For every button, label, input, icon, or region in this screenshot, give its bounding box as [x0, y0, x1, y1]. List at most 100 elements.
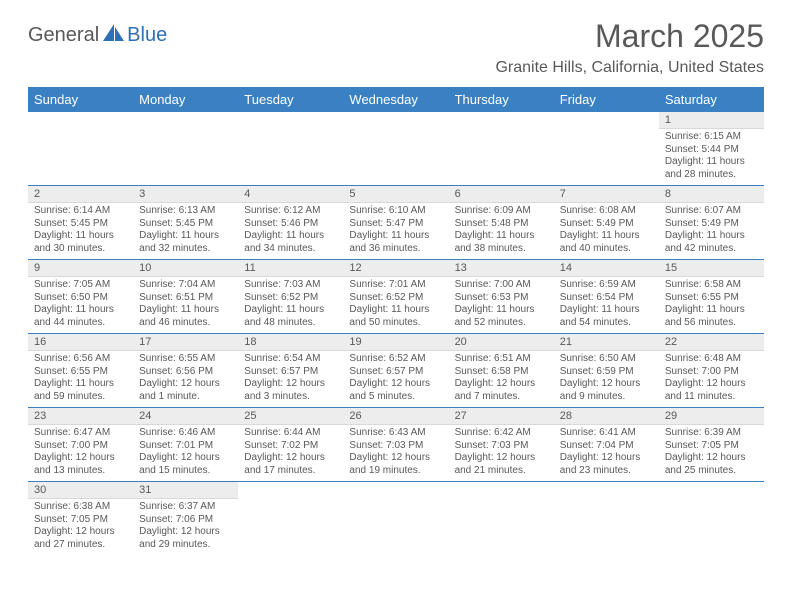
- day-body: Sunrise: 6:12 AMSunset: 5:46 PMDaylight:…: [238, 203, 343, 259]
- daylight-text: Daylight: 12 hours and 27 minutes.: [34, 526, 127, 551]
- sunrise-text: Sunrise: 7:00 AM: [455, 279, 548, 292]
- day-number: 9: [28, 260, 133, 277]
- calendar-cell: 31Sunrise: 6:37 AMSunset: 7:06 PMDayligh…: [133, 482, 238, 556]
- day-body: Sunrise: 6:46 AMSunset: 7:01 PMDaylight:…: [133, 425, 238, 481]
- sunset-text: Sunset: 6:58 PM: [455, 366, 548, 379]
- sunset-text: Sunset: 7:00 PM: [665, 366, 758, 379]
- daylight-text: Daylight: 12 hours and 15 minutes.: [139, 452, 232, 477]
- sunset-text: Sunset: 7:06 PM: [139, 514, 232, 527]
- calendar-cell: 22 Sunrise: 6:48 AMSunset: 7:00 PMDayligh…: [659, 334, 764, 408]
- day-number: 16: [28, 334, 133, 351]
- calendar-cell: .: [449, 482, 554, 556]
- daylight-text: Daylight: 12 hours and 23 minutes.: [560, 452, 653, 477]
- sunrise-text: Sunrise: 7:05 AM: [34, 279, 127, 292]
- calendar-cell: 16Sunrise: 6:56 AMSunset: 6:55 PMDayligh…: [28, 334, 133, 408]
- day-body: Sunrise: 6:08 AMSunset: 5:49 PMDaylight:…: [554, 203, 659, 259]
- calendar-cell: 23Sunrise: 6:47 AMSunset: 7:00 PMDayligh…: [28, 408, 133, 482]
- day-number: 7: [554, 186, 659, 203]
- daylight-text: Daylight: 11 hours and 42 minutes.: [665, 230, 758, 255]
- day-number: 28: [554, 408, 659, 425]
- daylight-text: Daylight: 12 hours and 25 minutes.: [665, 452, 758, 477]
- sunset-text: Sunset: 6:55 PM: [34, 366, 127, 379]
- day-body: Sunrise: 6:39 AMSunset: 7:05 PMDaylight:…: [659, 425, 764, 481]
- sunrise-text: Sunrise: 6:37 AM: [139, 501, 232, 514]
- day-number: 13: [449, 260, 554, 277]
- sunrise-text: Sunrise: 6:09 AM: [455, 205, 548, 218]
- daylight-text: Daylight: 11 hours and 32 minutes.: [139, 230, 232, 255]
- calendar-head: SundayMondayTuesdayWednesdayThursdayFrid…: [28, 87, 764, 112]
- day-body: Sunrise: 6:58 AMSunset: 6:55 PMDaylight:…: [659, 277, 764, 333]
- sunrise-text: Sunrise: 6:52 AM: [349, 353, 442, 366]
- day-body: Sunrise: 6:56 AMSunset: 6:55 PMDaylight:…: [28, 351, 133, 407]
- sunrise-text: Sunrise: 7:01 AM: [349, 279, 442, 292]
- calendar-cell: 1Sunrise: 6:15 AMSunset: 5:44 PMDaylight…: [659, 112, 764, 186]
- calendar-cell: 3Sunrise: 6:13 AMSunset: 5:45 PMDaylight…: [133, 186, 238, 260]
- day-number: 22: [659, 334, 764, 351]
- day-header: Saturday: [659, 87, 764, 112]
- day-number: 23: [28, 408, 133, 425]
- sunset-text: Sunset: 7:05 PM: [34, 514, 127, 527]
- day-body: Sunrise: 6:07 AMSunset: 5:49 PMDaylight:…: [659, 203, 764, 259]
- brand-text-general: General: [28, 24, 99, 47]
- sunrise-text: Sunrise: 6:48 AM: [665, 353, 758, 366]
- day-number: 15: [659, 260, 764, 277]
- sunset-text: Sunset: 5:49 PM: [560, 218, 653, 231]
- sunset-text: Sunset: 6:51 PM: [139, 292, 232, 305]
- daylight-text: Daylight: 12 hours and 11 minutes.: [665, 378, 758, 403]
- day-body: Sunrise: 7:04 AMSunset: 6:51 PMDaylight:…: [133, 277, 238, 333]
- calendar-cell: 24Sunrise: 6:46 AMSunset: 7:01 PMDayligh…: [133, 408, 238, 482]
- calendar-cell: 11Sunrise: 7:03 AMSunset: 6:52 PMDayligh…: [238, 260, 343, 334]
- sunrise-text: Sunrise: 6:54 AM: [244, 353, 337, 366]
- day-number: 27: [449, 408, 554, 425]
- day-number: 4: [238, 186, 343, 203]
- day-number: 18: [238, 334, 343, 351]
- day-body: Sunrise: 6:43 AMSunset: 7:03 PMDaylight:…: [343, 425, 448, 481]
- sunrise-text: Sunrise: 6:50 AM: [560, 353, 653, 366]
- sunrise-text: Sunrise: 6:39 AM: [665, 427, 758, 440]
- day-body: Sunrise: 6:15 AMSunset: 5:44 PMDaylight:…: [659, 129, 764, 185]
- sunrise-text: Sunrise: 6:44 AM: [244, 427, 337, 440]
- calendar-cell: 25Sunrise: 6:44 AMSunset: 7:02 PMDayligh…: [238, 408, 343, 482]
- calendar-cell: 4Sunrise: 6:12 AMSunset: 5:46 PMDaylight…: [238, 186, 343, 260]
- sunrise-text: Sunrise: 6:47 AM: [34, 427, 127, 440]
- title-block: March 2025 Granite Hills, California, Un…: [495, 18, 764, 77]
- daylight-text: Daylight: 11 hours and 34 minutes.: [244, 230, 337, 255]
- sunrise-text: Sunrise: 6:07 AM: [665, 205, 758, 218]
- daylight-text: Daylight: 12 hours and 3 minutes.: [244, 378, 337, 403]
- month-title: March 2025: [495, 18, 764, 55]
- daylight-text: Daylight: 12 hours and 17 minutes.: [244, 452, 337, 477]
- sunset-text: Sunset: 5:45 PM: [34, 218, 127, 231]
- day-header: Sunday: [28, 87, 133, 112]
- daylight-text: Daylight: 12 hours and 1 minute.: [139, 378, 232, 403]
- day-number: 10: [133, 260, 238, 277]
- calendar-cell: 30Sunrise: 6:38 AMSunset: 7:05 PMDayligh…: [28, 482, 133, 556]
- day-body: Sunrise: 6:47 AMSunset: 7:00 PMDaylight:…: [28, 425, 133, 481]
- day-body: Sunrise: 6:41 AMSunset: 7:04 PMDaylight:…: [554, 425, 659, 481]
- calendar-cell: 10Sunrise: 7:04 AMSunset: 6:51 PMDayligh…: [133, 260, 238, 334]
- day-body: Sunrise: 6:44 AMSunset: 7:02 PMDaylight:…: [238, 425, 343, 481]
- day-number: 11: [238, 260, 343, 277]
- sunrise-text: Sunrise: 6:15 AM: [665, 131, 758, 144]
- calendar-cell: .: [133, 112, 238, 186]
- sunrise-text: Sunrise: 6:42 AM: [455, 427, 548, 440]
- location-text: Granite Hills, California, United States: [495, 59, 764, 77]
- day-body: Sunrise: 6:09 AMSunset: 5:48 PMDaylight:…: [449, 203, 554, 259]
- sunrise-text: Sunrise: 7:03 AM: [244, 279, 337, 292]
- sunset-text: Sunset: 7:02 PM: [244, 440, 337, 453]
- day-body: Sunrise: 7:03 AMSunset: 6:52 PMDaylight:…: [238, 277, 343, 333]
- day-number: 24: [133, 408, 238, 425]
- day-body: Sunrise: 7:00 AMSunset: 6:53 PMDaylight:…: [449, 277, 554, 333]
- calendar-cell: 13Sunrise: 7:00 AMSunset: 6:53 PMDayligh…: [449, 260, 554, 334]
- daylight-text: Daylight: 11 hours and 46 minutes.: [139, 304, 232, 329]
- sunset-text: Sunset: 7:04 PM: [560, 440, 653, 453]
- sunset-text: Sunset: 5:45 PM: [139, 218, 232, 231]
- calendar-cell: 28Sunrise: 6:41 AMSunset: 7:04 PMDayligh…: [554, 408, 659, 482]
- day-body: Sunrise: 6:50 AMSunset: 6:59 PMDaylight:…: [554, 351, 659, 407]
- sunrise-text: Sunrise: 6:56 AM: [34, 353, 127, 366]
- daylight-text: Daylight: 11 hours and 56 minutes.: [665, 304, 758, 329]
- daylight-text: Daylight: 12 hours and 13 minutes.: [34, 452, 127, 477]
- sunset-text: Sunset: 6:53 PM: [455, 292, 548, 305]
- sunset-text: Sunset: 7:01 PM: [139, 440, 232, 453]
- calendar-cell: 15Sunrise: 6:58 AMSunset: 6:55 PMDayligh…: [659, 260, 764, 334]
- brand-sail-icon: [103, 24, 125, 47]
